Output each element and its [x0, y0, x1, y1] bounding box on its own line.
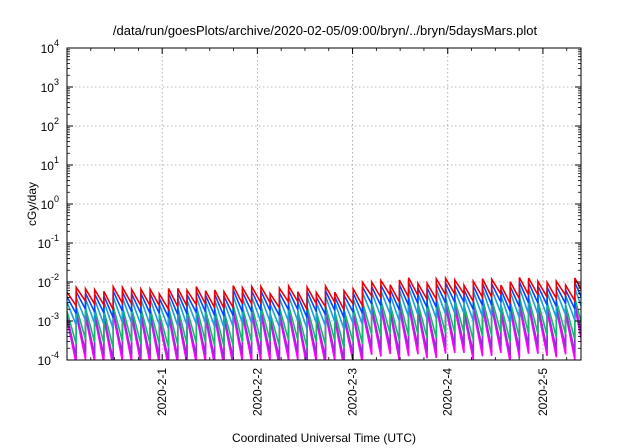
x-tick-label: 2020-2-5 — [536, 368, 550, 416]
y-tick-label: 104 — [41, 38, 59, 56]
tick-marks — [67, 47, 581, 361]
y-tick-label: 100 — [41, 194, 59, 212]
x-tick-label: 2020-2-3 — [346, 368, 360, 416]
series-line — [67, 301, 581, 360]
y-tick-label: 103 — [41, 77, 59, 95]
x-tick-label: 2020-2-4 — [441, 368, 455, 416]
series-line — [67, 287, 581, 330]
grid-lines — [67, 48, 581, 360]
y-tick-label: 10-1 — [38, 233, 59, 251]
y-axis-label: cGy/day — [25, 182, 39, 226]
x-tick-labels: 2020-2-1 2020-2-2 2020-2-3 2020-2-4 2020-2-5 — [155, 368, 550, 416]
series-lines — [67, 275, 581, 360]
x-tick-label: 2020-2-1 — [155, 368, 169, 416]
y-tick-label: 10-4 — [38, 350, 59, 368]
series-line — [67, 281, 581, 319]
series-line — [67, 275, 581, 313]
y-tick-label: 101 — [41, 155, 59, 173]
y-tick-label: 10-3 — [38, 311, 59, 329]
chart-title: /data/run/goesPlots/archive/2020-02-05/0… — [113, 23, 538, 38]
x-tick-label: 2020-2-2 — [250, 368, 264, 416]
series-line — [67, 305, 581, 360]
y-tick-labels: 10-4 10-3 10-2 10-1 100 101 102 103 104 — [38, 38, 59, 368]
y-tick-label: 102 — [41, 116, 59, 134]
y-tick-label: 10-2 — [38, 272, 59, 290]
x-axis-label: Coordinated Universal Time (UTC) — [232, 431, 416, 445]
series-line — [67, 296, 581, 349]
